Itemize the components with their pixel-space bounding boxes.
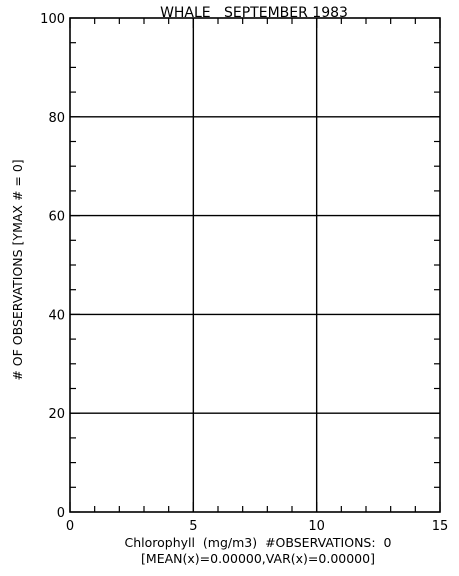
y-tick-labels: 0 20 40 60 80 100 <box>40 12 65 521</box>
y-tick-label: 60 <box>48 210 65 225</box>
x-tick-label: 5 <box>189 519 197 534</box>
grid-lines <box>70 18 440 512</box>
y-tick-label: 100 <box>40 12 65 27</box>
x-tick-label: 10 <box>308 519 325 534</box>
axis-ticks <box>69 17 441 513</box>
x-tick-label: 15 <box>432 519 449 534</box>
y-tick-label: 80 <box>48 111 65 126</box>
x-axis-stats-label: [MEAN(x)=0.00000,VAR(x)=0.00000] <box>141 551 375 566</box>
chart-title: WHALE SEPTEMBER 1983 <box>160 5 348 21</box>
y-tick-label: 40 <box>48 308 65 323</box>
y-tick-label: 0 <box>57 506 65 521</box>
x-tick-labels: 0 5 10 15 <box>66 519 448 534</box>
x-tick-label: 0 <box>66 519 74 534</box>
x-axis-label: Chlorophyll (mg/m3) #OBSERVATIONS: 0 <box>125 535 392 550</box>
plot-frame <box>69 17 441 513</box>
y-axis-label: # OF OBSERVATIONS [YMAX # = 0] <box>10 159 25 380</box>
y-tick-label: 20 <box>48 407 65 422</box>
